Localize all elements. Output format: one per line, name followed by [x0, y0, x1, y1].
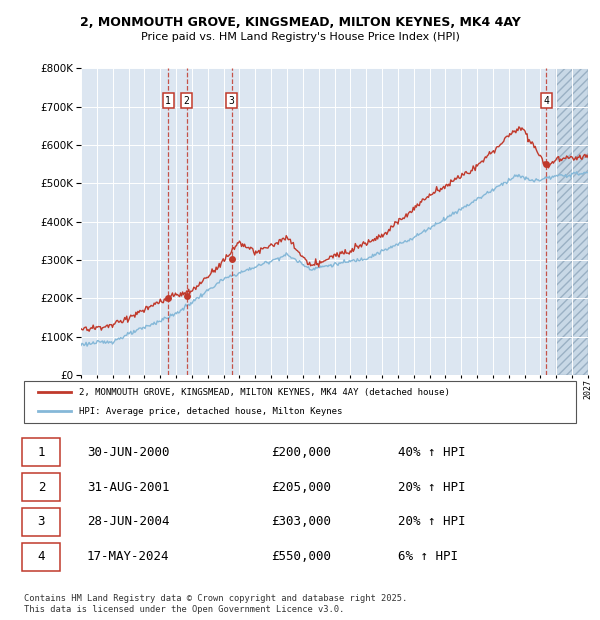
Text: 1: 1: [165, 96, 171, 106]
Text: 6% ↑ HPI: 6% ↑ HPI: [398, 551, 458, 564]
Bar: [556, 68, 588, 375]
Text: 2, MONMOUTH GROVE, KINGSMEAD, MILTON KEYNES, MK4 4AY (detached house): 2, MONMOUTH GROVE, KINGSMEAD, MILTON KEY…: [79, 388, 450, 397]
Text: 17-MAY-2024: 17-MAY-2024: [87, 551, 169, 564]
FancyBboxPatch shape: [22, 508, 60, 536]
Text: 3: 3: [38, 515, 45, 528]
FancyBboxPatch shape: [22, 438, 60, 466]
Text: 20% ↑ HPI: 20% ↑ HPI: [398, 480, 466, 494]
Text: 20% ↑ HPI: 20% ↑ HPI: [398, 515, 466, 528]
Text: £205,000: £205,000: [271, 480, 331, 494]
Text: 4: 4: [544, 96, 550, 106]
Text: 2: 2: [184, 96, 190, 106]
Bar: [556, 68, 588, 375]
Text: 3: 3: [229, 96, 235, 106]
Text: HPI: Average price, detached house, Milton Keynes: HPI: Average price, detached house, Milt…: [79, 407, 343, 416]
Text: £303,000: £303,000: [271, 515, 331, 528]
Text: 4: 4: [38, 551, 45, 564]
Text: 1: 1: [38, 446, 45, 459]
Text: 31-AUG-2001: 31-AUG-2001: [87, 480, 169, 494]
Text: Contains HM Land Registry data © Crown copyright and database right 2025.
This d: Contains HM Land Registry data © Crown c…: [24, 595, 407, 614]
Text: 2: 2: [38, 480, 45, 494]
FancyBboxPatch shape: [22, 474, 60, 501]
FancyBboxPatch shape: [22, 543, 60, 570]
Text: £550,000: £550,000: [271, 551, 331, 564]
Text: £200,000: £200,000: [271, 446, 331, 459]
Text: 2, MONMOUTH GROVE, KINGSMEAD, MILTON KEYNES, MK4 4AY: 2, MONMOUTH GROVE, KINGSMEAD, MILTON KEY…: [80, 17, 520, 29]
Text: 40% ↑ HPI: 40% ↑ HPI: [398, 446, 466, 459]
Text: Price paid vs. HM Land Registry's House Price Index (HPI): Price paid vs. HM Land Registry's House …: [140, 32, 460, 42]
Text: 30-JUN-2000: 30-JUN-2000: [87, 446, 169, 459]
Text: 28-JUN-2004: 28-JUN-2004: [87, 515, 169, 528]
